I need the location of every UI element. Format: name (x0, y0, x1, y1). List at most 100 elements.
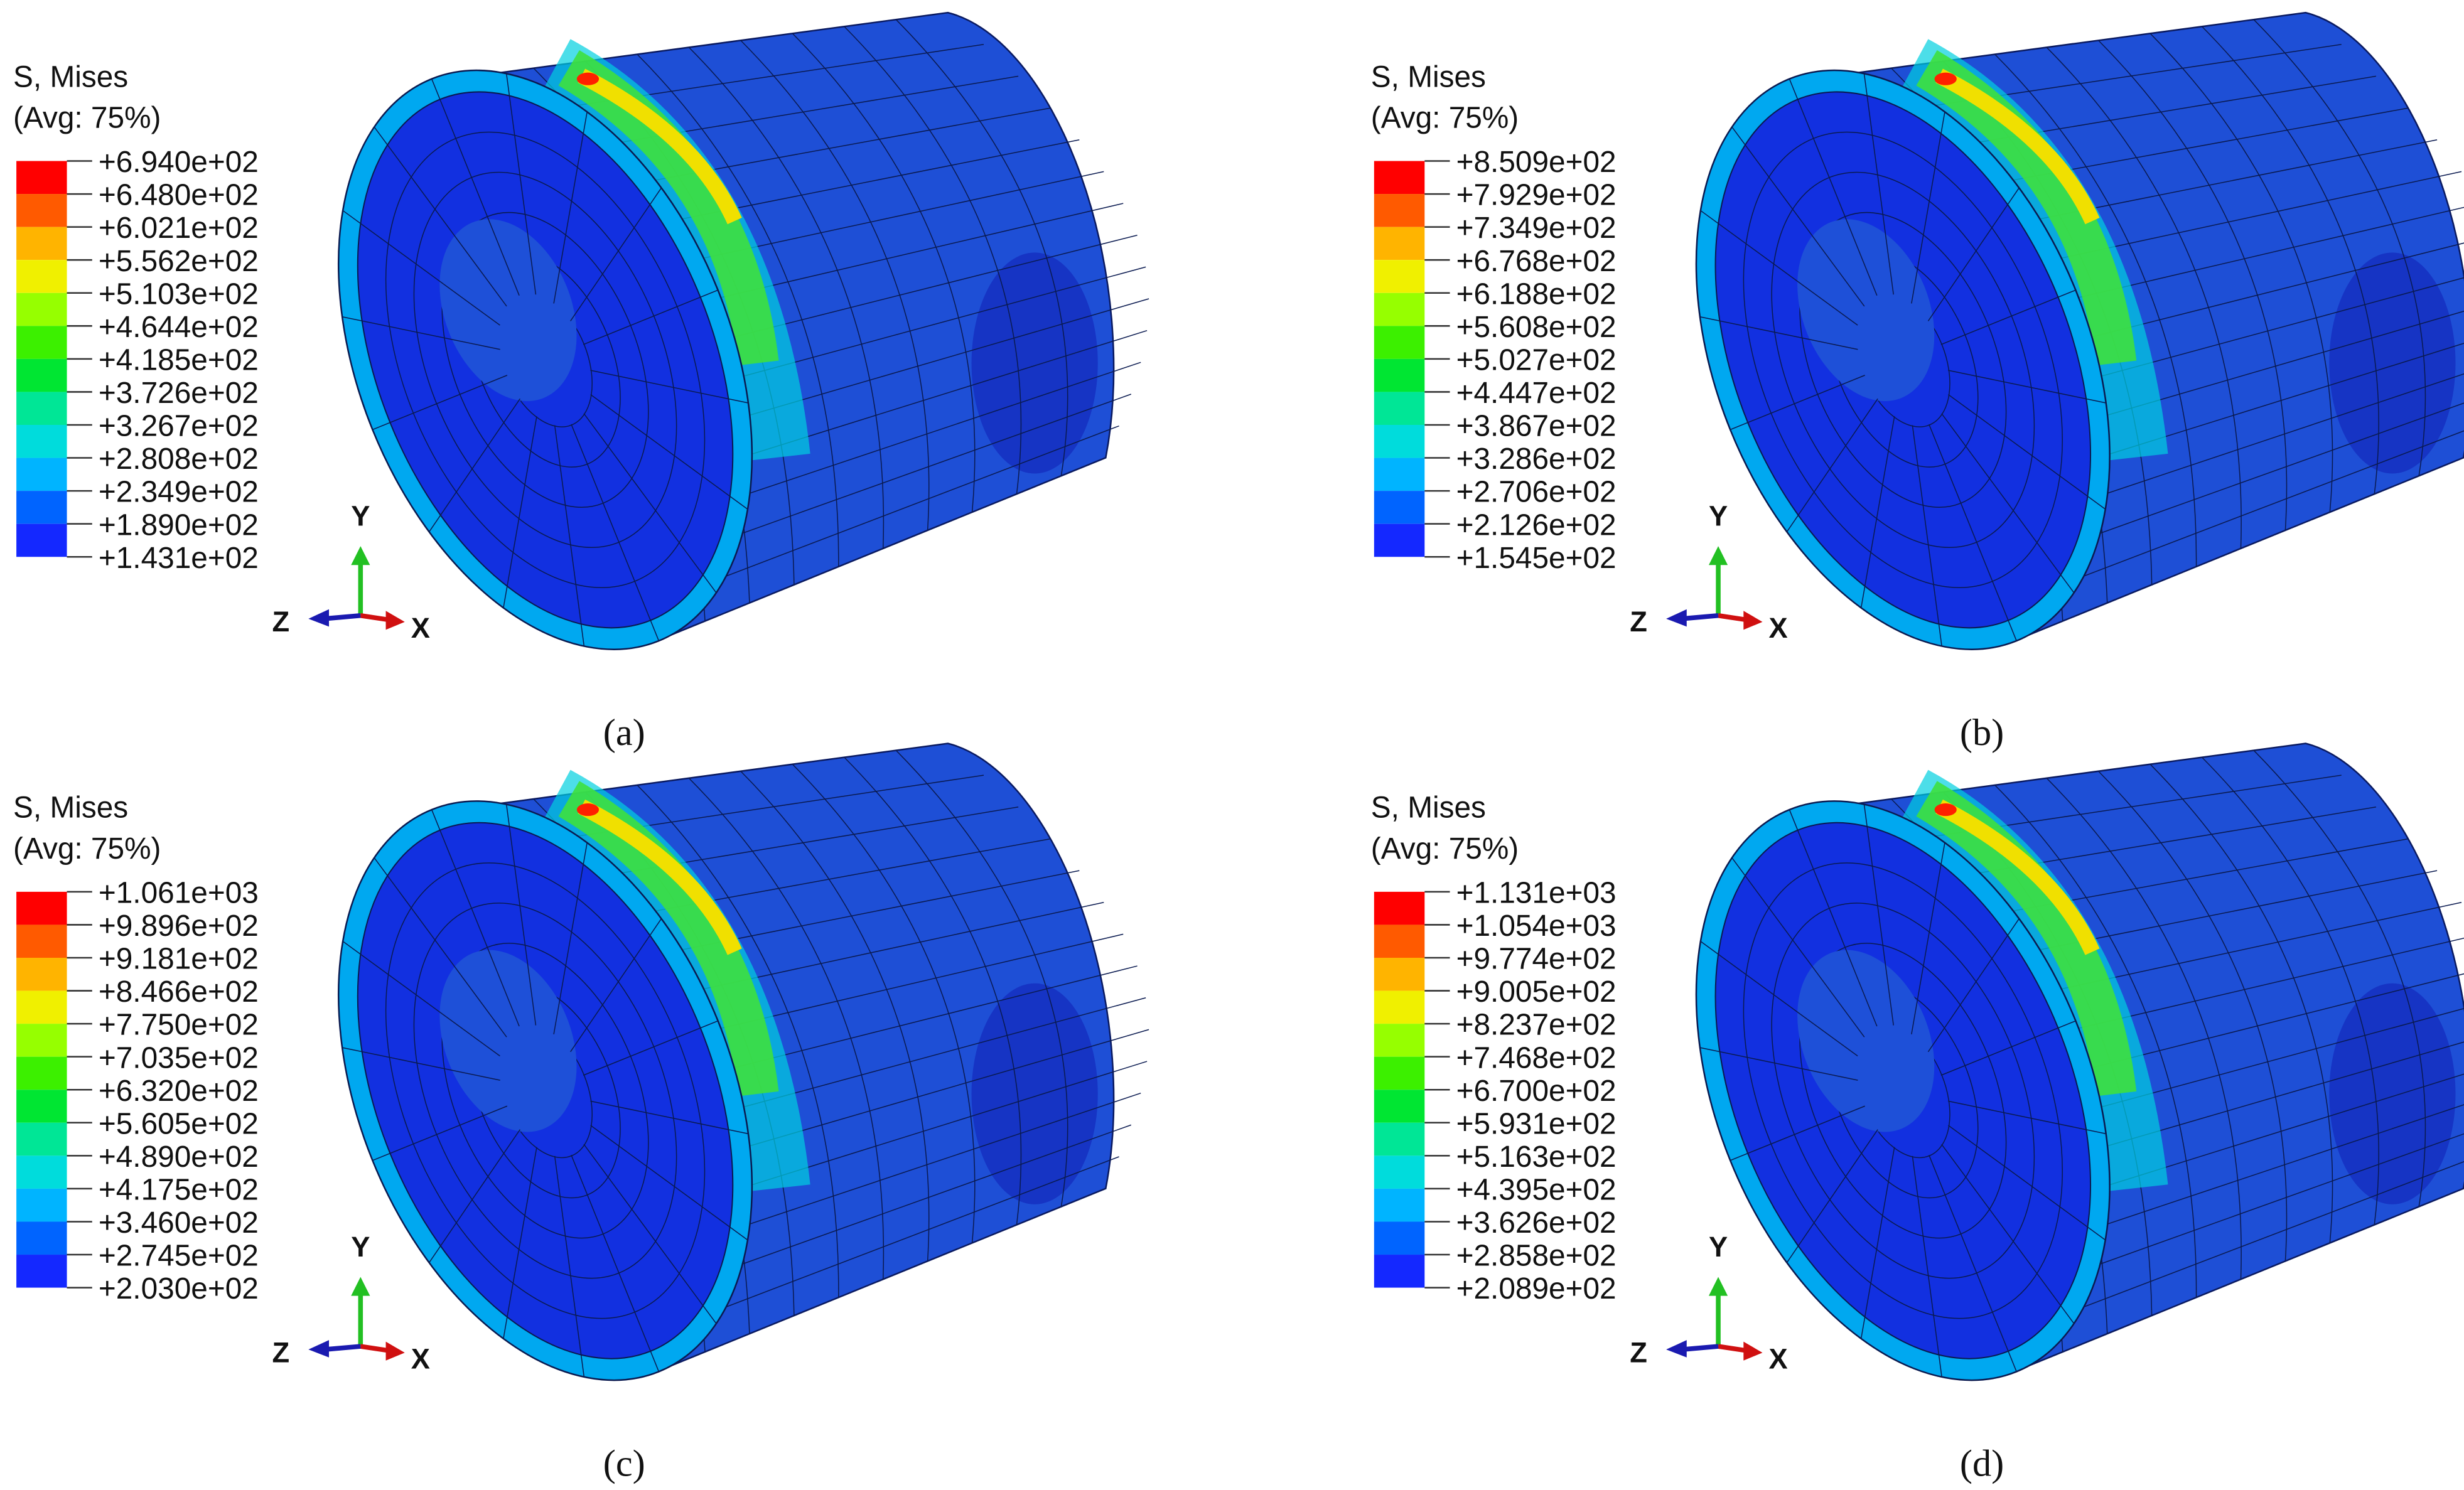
axis-label: X (411, 1343, 430, 1375)
front-face (1695, 800, 2111, 1381)
mesh-line (2149, 33, 2333, 513)
mesh-line (1941, 1144, 2075, 1324)
legend-label: +2.030e+02 (99, 1272, 259, 1305)
legend-label: +4.175e+02 (99, 1174, 259, 1207)
mesh-line (895, 19, 1068, 476)
face-patch (439, 950, 577, 1132)
legend-swatch (1374, 292, 1425, 326)
mesh-line (583, 289, 718, 345)
mesh-line (1863, 73, 1894, 295)
legend-swatch (1374, 1024, 1425, 1057)
mesh-line (2026, 1133, 2464, 1291)
stress-band (1935, 799, 2100, 955)
legend-swatch (16, 292, 67, 326)
legend-label: +3.726e+02 (99, 377, 259, 410)
legend-label: +9.181e+02 (99, 943, 259, 976)
legend-label: +4.185e+02 (99, 343, 259, 377)
mesh-line (1731, 126, 1865, 307)
legend-label: +6.188e+02 (1456, 277, 1617, 311)
mesh-line (583, 1144, 717, 1324)
axis-label: X (1769, 612, 1788, 644)
mesh-line (1927, 187, 2020, 321)
mesh-line (1911, 112, 1945, 304)
mesh-line (590, 394, 748, 510)
legend-title: S, Mises (1371, 60, 1486, 94)
legend-swatch (1374, 1188, 1425, 1222)
legend-swatch (1374, 260, 1425, 293)
panel: S, Mises (Avg: 75%) +6.940e+02+6.480e+02+6… (13, 11, 1149, 754)
legend-swatch (16, 1255, 67, 1288)
legend-swatch (1374, 358, 1425, 392)
mesh-line (844, 26, 1022, 495)
mesh-line (1994, 785, 2197, 1298)
legend-label: +2.808e+02 (99, 442, 259, 476)
mesh-line (505, 804, 537, 1026)
y-axis-head (1708, 546, 1728, 565)
legend-swatch (1374, 957, 1425, 991)
stress-band (578, 68, 742, 225)
mesh-line (590, 370, 749, 404)
legend-swatch (16, 227, 67, 260)
legend-label: +6.700e+02 (1456, 1075, 1617, 1108)
legend-swatch (16, 990, 67, 1024)
legend-swatch (16, 161, 67, 195)
mesh-line (1948, 1125, 2106, 1241)
legend-swatch (16, 1188, 67, 1222)
legend-label: +6.940e+02 (99, 146, 259, 179)
axis-label: X (411, 612, 430, 644)
mesh-line (740, 40, 930, 531)
x-axis-head (1743, 611, 1763, 630)
axis-triad: Y Z X (272, 1231, 429, 1375)
legend-label: +6.480e+02 (99, 179, 259, 212)
legend-swatch (16, 957, 67, 991)
legend-swatch (1374, 1155, 1425, 1189)
legend-label: +6.768e+02 (1456, 245, 1617, 278)
mesh-line (1940, 1020, 2076, 1076)
axis-triad: Y Z X (272, 500, 429, 644)
x-axis-head (1743, 1341, 1763, 1361)
legend-swatch (1374, 326, 1425, 359)
mesh-line (2046, 778, 2242, 1280)
panel: S, Mises (Avg: 75%) +1.061e+03+9.896e+02+9… (13, 742, 1149, 1484)
legend-subtitle: (Avg: 75%) (13, 102, 161, 135)
mesh-line (637, 785, 839, 1298)
y-axis-head (351, 546, 370, 565)
mesh-line (792, 764, 976, 1243)
legend-label: +5.103e+02 (99, 277, 259, 311)
legend-swatch (1374, 990, 1425, 1024)
mesh-line (1786, 1129, 1878, 1263)
back-patch (2329, 983, 2456, 1204)
hot-spot (576, 72, 600, 85)
axis-label: Y (351, 1231, 370, 1263)
legend-label: +3.460e+02 (99, 1206, 259, 1240)
mesh-line (342, 1047, 500, 1081)
legend-label: +7.468e+02 (1456, 1041, 1617, 1075)
cylinder-model (1695, 11, 2464, 650)
mesh-line (372, 1105, 508, 1161)
legend-label: +1.890e+02 (99, 508, 259, 542)
mesh-line (342, 316, 500, 350)
legend-swatch (16, 260, 67, 293)
mesh-line (792, 33, 976, 513)
stress-band (578, 799, 742, 955)
mesh-line (1929, 1155, 2017, 1372)
panel-caption: (c) (603, 1442, 645, 1484)
legend-label: +5.608e+02 (1456, 311, 1617, 344)
mesh-line (583, 413, 717, 593)
mesh-line (1789, 78, 1878, 296)
face-patch (1797, 950, 1935, 1132)
legend-swatch (1374, 161, 1425, 195)
front-face (1695, 69, 2111, 650)
legend-swatch (1374, 1090, 1425, 1123)
legend-subtitle: (Avg: 75%) (13, 832, 161, 866)
legend-swatch (16, 424, 67, 458)
legend-label: +2.349e+02 (99, 476, 259, 509)
legend-label: +2.745e+02 (99, 1240, 259, 1273)
legend-label: +4.644e+02 (99, 311, 259, 344)
mesh-line (2253, 19, 2426, 476)
legend-label: +8.466e+02 (99, 975, 259, 1009)
axis-triad: Y Z X (1630, 1231, 1787, 1375)
mesh-line (1731, 857, 1865, 1037)
legend-swatch (16, 194, 67, 227)
